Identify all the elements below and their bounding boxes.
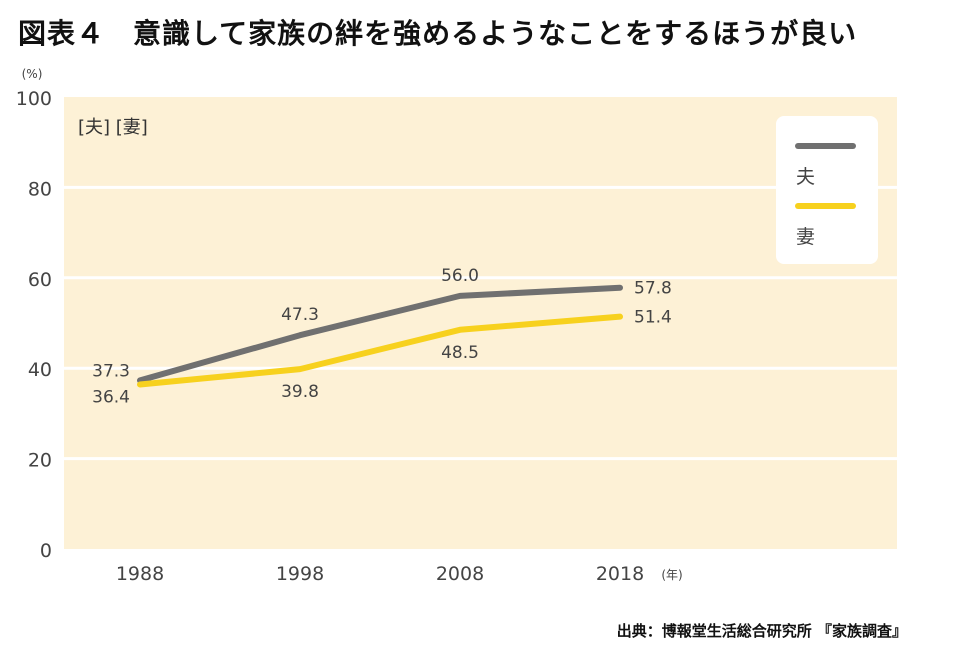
series-lines xyxy=(137,284,623,388)
y-axis-ticks: 0 20 40 60 80 100 xyxy=(16,88,52,562)
y-axis-unit: (%) xyxy=(22,67,43,81)
data-label: 56.0 xyxy=(441,266,479,286)
y-tick-label: 20 xyxy=(28,450,52,472)
x-tick-label: 1988 xyxy=(116,563,164,585)
chart-title: 図表４ 意識して家族の絆を強めるようなことをするほうが良い xyxy=(18,12,857,52)
gridlines xyxy=(64,185,897,461)
figure-number: 図表４ xyxy=(18,17,106,50)
legend-box xyxy=(776,116,878,264)
data-label: 36.4 xyxy=(92,387,130,407)
data-label: 39.8 xyxy=(281,382,319,402)
chart-subtitle: [夫] [妻] xyxy=(78,117,148,138)
legend-label: 夫 xyxy=(796,166,815,188)
plot-background xyxy=(64,97,897,549)
x-tick-label: 2008 xyxy=(436,563,484,585)
y-tick-label: 80 xyxy=(28,178,52,200)
legend-label: 妻 xyxy=(796,226,815,248)
x-tick-label: 1998 xyxy=(276,563,324,585)
series-line-husband xyxy=(137,284,623,384)
data-labels: 37.3 47.3 56.0 57.8 36.4 39.8 48.5 51.4 xyxy=(92,266,672,408)
title-text: 意識して家族の絆を強めるようなことをするほうが良い xyxy=(133,17,858,50)
data-label: 48.5 xyxy=(441,343,479,363)
y-tick-label: 40 xyxy=(28,359,52,381)
legend: 夫妻 xyxy=(776,116,878,264)
x-tick-label: 2018 xyxy=(596,563,644,585)
y-tick-label: 0 xyxy=(40,540,52,562)
data-label: 51.4 xyxy=(634,308,672,328)
data-label: 47.3 xyxy=(281,305,319,325)
x-axis-unit: (年) xyxy=(661,568,682,582)
x-axis-ticks: 1988 1998 2008 2018 (年) xyxy=(116,563,683,585)
series-line-wife xyxy=(137,313,623,388)
source-note: 出典：博報堂生活総合研究所 『家族調査』 xyxy=(616,622,907,640)
data-label: 37.3 xyxy=(92,361,130,381)
y-tick-label: 60 xyxy=(28,269,52,291)
data-label: 57.8 xyxy=(634,279,672,299)
y-tick-label: 100 xyxy=(16,88,52,110)
